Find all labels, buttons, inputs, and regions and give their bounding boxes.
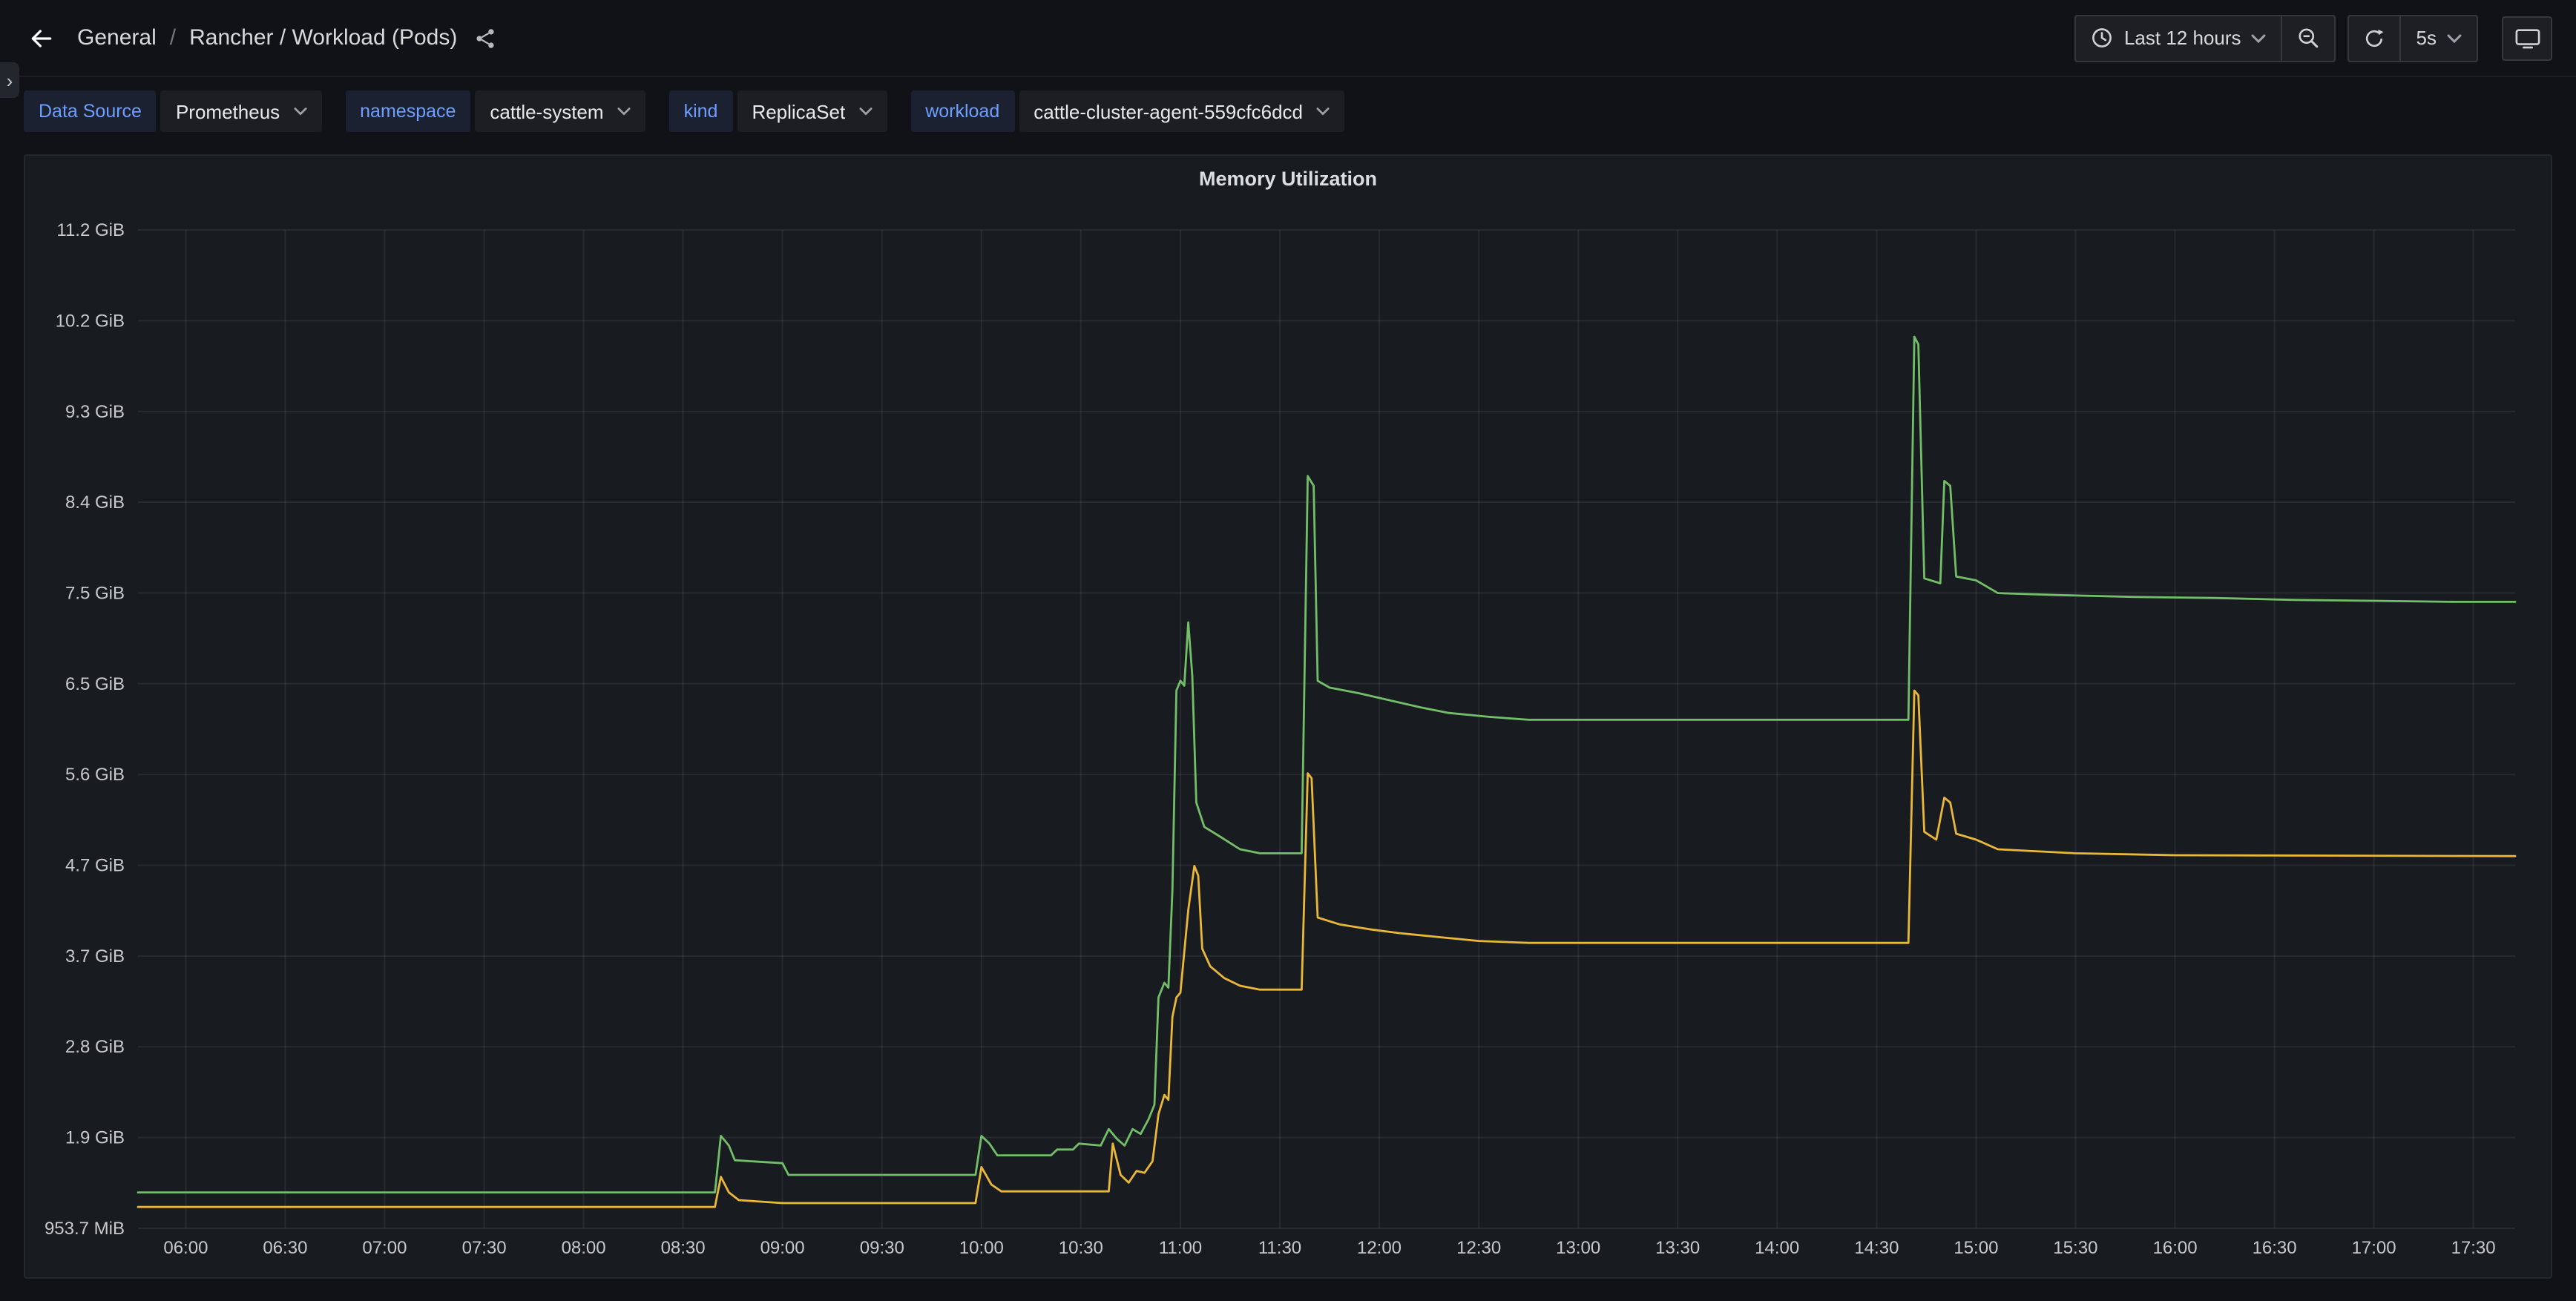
- variable-value-kind[interactable]: ReplicaSet: [737, 90, 887, 132]
- variable-value-namespace[interactable]: cattle-system: [475, 90, 645, 132]
- svg-text:11:30: 11:30: [1258, 1238, 1301, 1258]
- svg-text:11.2 GiB: 11.2 GiB: [56, 220, 125, 240]
- back-button[interactable]: [24, 20, 59, 56]
- zoom-out-icon: [2298, 27, 2320, 49]
- svg-text:4.7 GiB: 4.7 GiB: [65, 856, 125, 876]
- svg-text:15:30: 15:30: [2053, 1238, 2097, 1258]
- svg-text:5.6 GiB: 5.6 GiB: [65, 765, 125, 785]
- svg-text:10:30: 10:30: [1059, 1238, 1103, 1258]
- refresh-button[interactable]: [2350, 16, 2400, 60]
- svg-text:08:30: 08:30: [661, 1238, 706, 1258]
- chevron-down-icon: [1316, 107, 1330, 116]
- svg-text:17:00: 17:00: [2352, 1238, 2396, 1258]
- time-range-label: Last 12 hours: [2123, 27, 2241, 49]
- refresh-interval-label: 5s: [2416, 27, 2437, 49]
- svg-text:13:00: 13:00: [1556, 1238, 1600, 1258]
- top-nav: General / Rancher / Workload (Pods) Last…: [0, 0, 2576, 77]
- time-controls-group: Last 12 hours: [2074, 14, 2336, 62]
- variable-namespace: namespace cattle-system: [345, 90, 645, 132]
- expand-arrow-icon: ›: [6, 69, 13, 91]
- svg-text:07:30: 07:30: [462, 1238, 507, 1258]
- svg-text:7.5 GiB: 7.5 GiB: [65, 583, 125, 603]
- svg-text:11:00: 11:00: [1159, 1238, 1202, 1258]
- svg-text:14:30: 14:30: [1854, 1238, 1899, 1258]
- svg-text:10.2 GiB: 10.2 GiB: [56, 311, 125, 331]
- svg-text:06:00: 06:00: [163, 1238, 208, 1258]
- chevron-down-icon: [858, 107, 872, 116]
- refresh-controls-group: 5s: [2347, 14, 2478, 62]
- breadcrumb-dashboard-title: Rancher / Workload (Pods): [189, 25, 458, 50]
- svg-text:953.7 MiB: 953.7 MiB: [45, 1219, 125, 1239]
- svg-text:09:00: 09:00: [760, 1238, 805, 1258]
- svg-text:09:30: 09:30: [860, 1238, 904, 1258]
- svg-text:13:30: 13:30: [1655, 1238, 1700, 1258]
- svg-text:3.7 GiB: 3.7 GiB: [65, 946, 125, 966]
- refresh-interval-dropdown[interactable]: 5s: [2399, 16, 2477, 60]
- time-range-picker[interactable]: Last 12 hours: [2077, 16, 2281, 60]
- back-arrow-icon: [27, 23, 56, 53]
- breadcrumb-separator: /: [169, 25, 177, 50]
- variable-value-text: cattle-cluster-agent-559cfc6dcd: [1034, 100, 1303, 122]
- variable-value-text: Prometheus: [175, 100, 280, 122]
- refresh-icon: [2365, 27, 2385, 48]
- svg-text:06:30: 06:30: [263, 1238, 307, 1258]
- svg-text:12:30: 12:30: [1456, 1238, 1501, 1258]
- svg-text:8.4 GiB: 8.4 GiB: [65, 493, 125, 513]
- variable-datasource: Data Source Prometheus: [24, 90, 322, 132]
- clock-icon: [2092, 27, 2114, 49]
- svg-text:1.9 GiB: 1.9 GiB: [65, 1128, 125, 1148]
- svg-text:07:00: 07:00: [362, 1238, 407, 1258]
- memory-utilization-panel: Memory Utilization 953.7 MiB 1.9 GiB 2.8 G…: [24, 154, 2552, 1279]
- panel-title[interactable]: Memory Utilization: [1198, 167, 1377, 189]
- svg-text:17:30: 17:30: [2451, 1238, 2496, 1258]
- share-alt-icon[interactable]: [475, 27, 496, 48]
- breadcrumb: General / Rancher / Workload (Pods): [77, 25, 496, 50]
- variable-kind: kind ReplicaSet: [668, 90, 887, 132]
- variable-value-datasource[interactable]: Prometheus: [160, 90, 322, 132]
- svg-text:2.8 GiB: 2.8 GiB: [65, 1037, 125, 1057]
- svg-text:10:00: 10:00: [959, 1238, 1004, 1258]
- svg-text:15:00: 15:00: [1954, 1238, 1998, 1258]
- svg-text:08:00: 08:00: [562, 1238, 606, 1258]
- variable-value-workload[interactable]: cattle-cluster-agent-559cfc6dcd: [1019, 90, 1344, 132]
- svg-text:16:00: 16:00: [2153, 1238, 2198, 1258]
- svg-text:12:00: 12:00: [1357, 1238, 1402, 1258]
- memory-utilization-chart[interactable]: 953.7 MiB 1.9 GiB 2.8 GiB 3.7 GiB 4.7 GiB 5.6…: [25, 200, 2551, 1277]
- variable-value-text: cattle-system: [490, 100, 604, 122]
- variable-label-namespace: namespace: [345, 90, 471, 132]
- nav-toolbar: Last 12 hours 5s: [2074, 14, 2552, 62]
- variable-label-kind: kind: [668, 90, 733, 132]
- expand-menu-arrow[interactable]: ›: [0, 62, 19, 98]
- zoom-out-button[interactable]: [2281, 16, 2335, 60]
- variable-label-workload: workload: [910, 90, 1015, 132]
- cycle-view-mode-button[interactable]: [2502, 16, 2552, 60]
- variable-label-datasource: Data Source: [24, 90, 157, 132]
- svg-text:9.3 GiB: 9.3 GiB: [65, 402, 125, 422]
- variable-workload: workload cattle-cluster-agent-559cfc6dcd: [910, 90, 1344, 132]
- svg-text:6.5 GiB: 6.5 GiB: [65, 674, 125, 694]
- chevron-down-icon: [293, 107, 306, 116]
- svg-text:14:00: 14:00: [1755, 1238, 1799, 1258]
- chevron-down-icon: [2447, 33, 2462, 42]
- variable-value-text: ReplicaSet: [752, 100, 846, 122]
- breadcrumb-general[interactable]: General: [77, 25, 157, 50]
- svg-text:16:30: 16:30: [2253, 1238, 2297, 1258]
- monitor-icon: [2514, 26, 2540, 50]
- chevron-down-icon: [2252, 33, 2267, 42]
- chevron-down-icon: [617, 107, 631, 116]
- variables-bar: Data Source Prometheus namespace cattle-…: [0, 77, 2576, 145]
